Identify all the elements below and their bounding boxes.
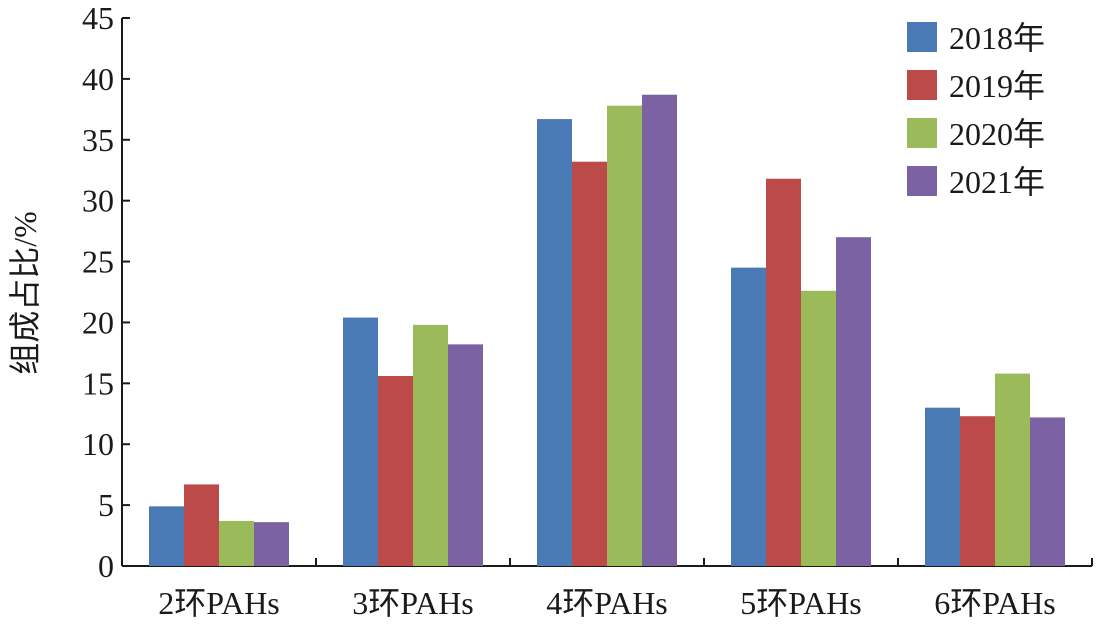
legend-swatch <box>907 22 937 52</box>
bar <box>995 373 1030 566</box>
x-category-label: 3环PAHs <box>352 585 474 621</box>
legend-label: 2019年 <box>949 68 1045 104</box>
bar <box>801 290 836 566</box>
bar <box>413 324 448 566</box>
bar <box>1030 417 1065 566</box>
y-tick-label: 0 <box>98 548 114 584</box>
bar <box>766 178 801 566</box>
bar <box>378 376 413 566</box>
axes-layer: 0 5 10 15 20 25 30 35 40 45 2环PAHs 3环PAHs 4环PAHs 5环PA… <box>82 0 1093 621</box>
bar <box>184 484 219 566</box>
legend-swatch <box>907 118 937 148</box>
bar <box>642 94 677 566</box>
bar <box>607 105 642 567</box>
bar <box>448 344 483 566</box>
legend-label: 2018年 <box>949 20 1045 56</box>
bar <box>572 161 607 566</box>
y-tick-label: 35 <box>82 122 114 158</box>
x-category-label: 6环PAHs <box>934 585 1056 621</box>
y-tick-label: 10 <box>82 426 114 462</box>
legend-label: 2021年 <box>949 164 1045 200</box>
x-category-label: 4环PAHs <box>546 585 668 621</box>
bars-layer <box>149 94 1065 567</box>
y-tick-label: 25 <box>82 244 114 280</box>
y-tick-label: 20 <box>82 304 114 340</box>
legend-swatch <box>907 166 937 196</box>
y-axis-title: 组成占比/% <box>7 211 43 375</box>
legend-label: 2020年 <box>949 116 1045 152</box>
bar <box>254 522 289 566</box>
x-category-label: 2环PAHs <box>158 585 280 621</box>
bar <box>836 237 871 566</box>
bar <box>537 119 572 566</box>
legend-swatch <box>907 70 937 100</box>
bar <box>149 506 184 566</box>
bar <box>925 407 960 566</box>
bar <box>960 416 995 566</box>
legend: 2018年 2019年 2020年 2021年 <box>907 20 1045 200</box>
bar <box>219 520 254 566</box>
y-tick-label: 45 <box>82 0 114 36</box>
y-tick-label: 30 <box>82 183 114 219</box>
x-category-label: 5环PAHs <box>740 585 862 621</box>
bar <box>731 267 766 566</box>
y-tick-label: 5 <box>98 487 114 523</box>
y-tick-label: 15 <box>82 365 114 401</box>
y-tick-label: 40 <box>82 61 114 97</box>
bar <box>343 317 378 566</box>
